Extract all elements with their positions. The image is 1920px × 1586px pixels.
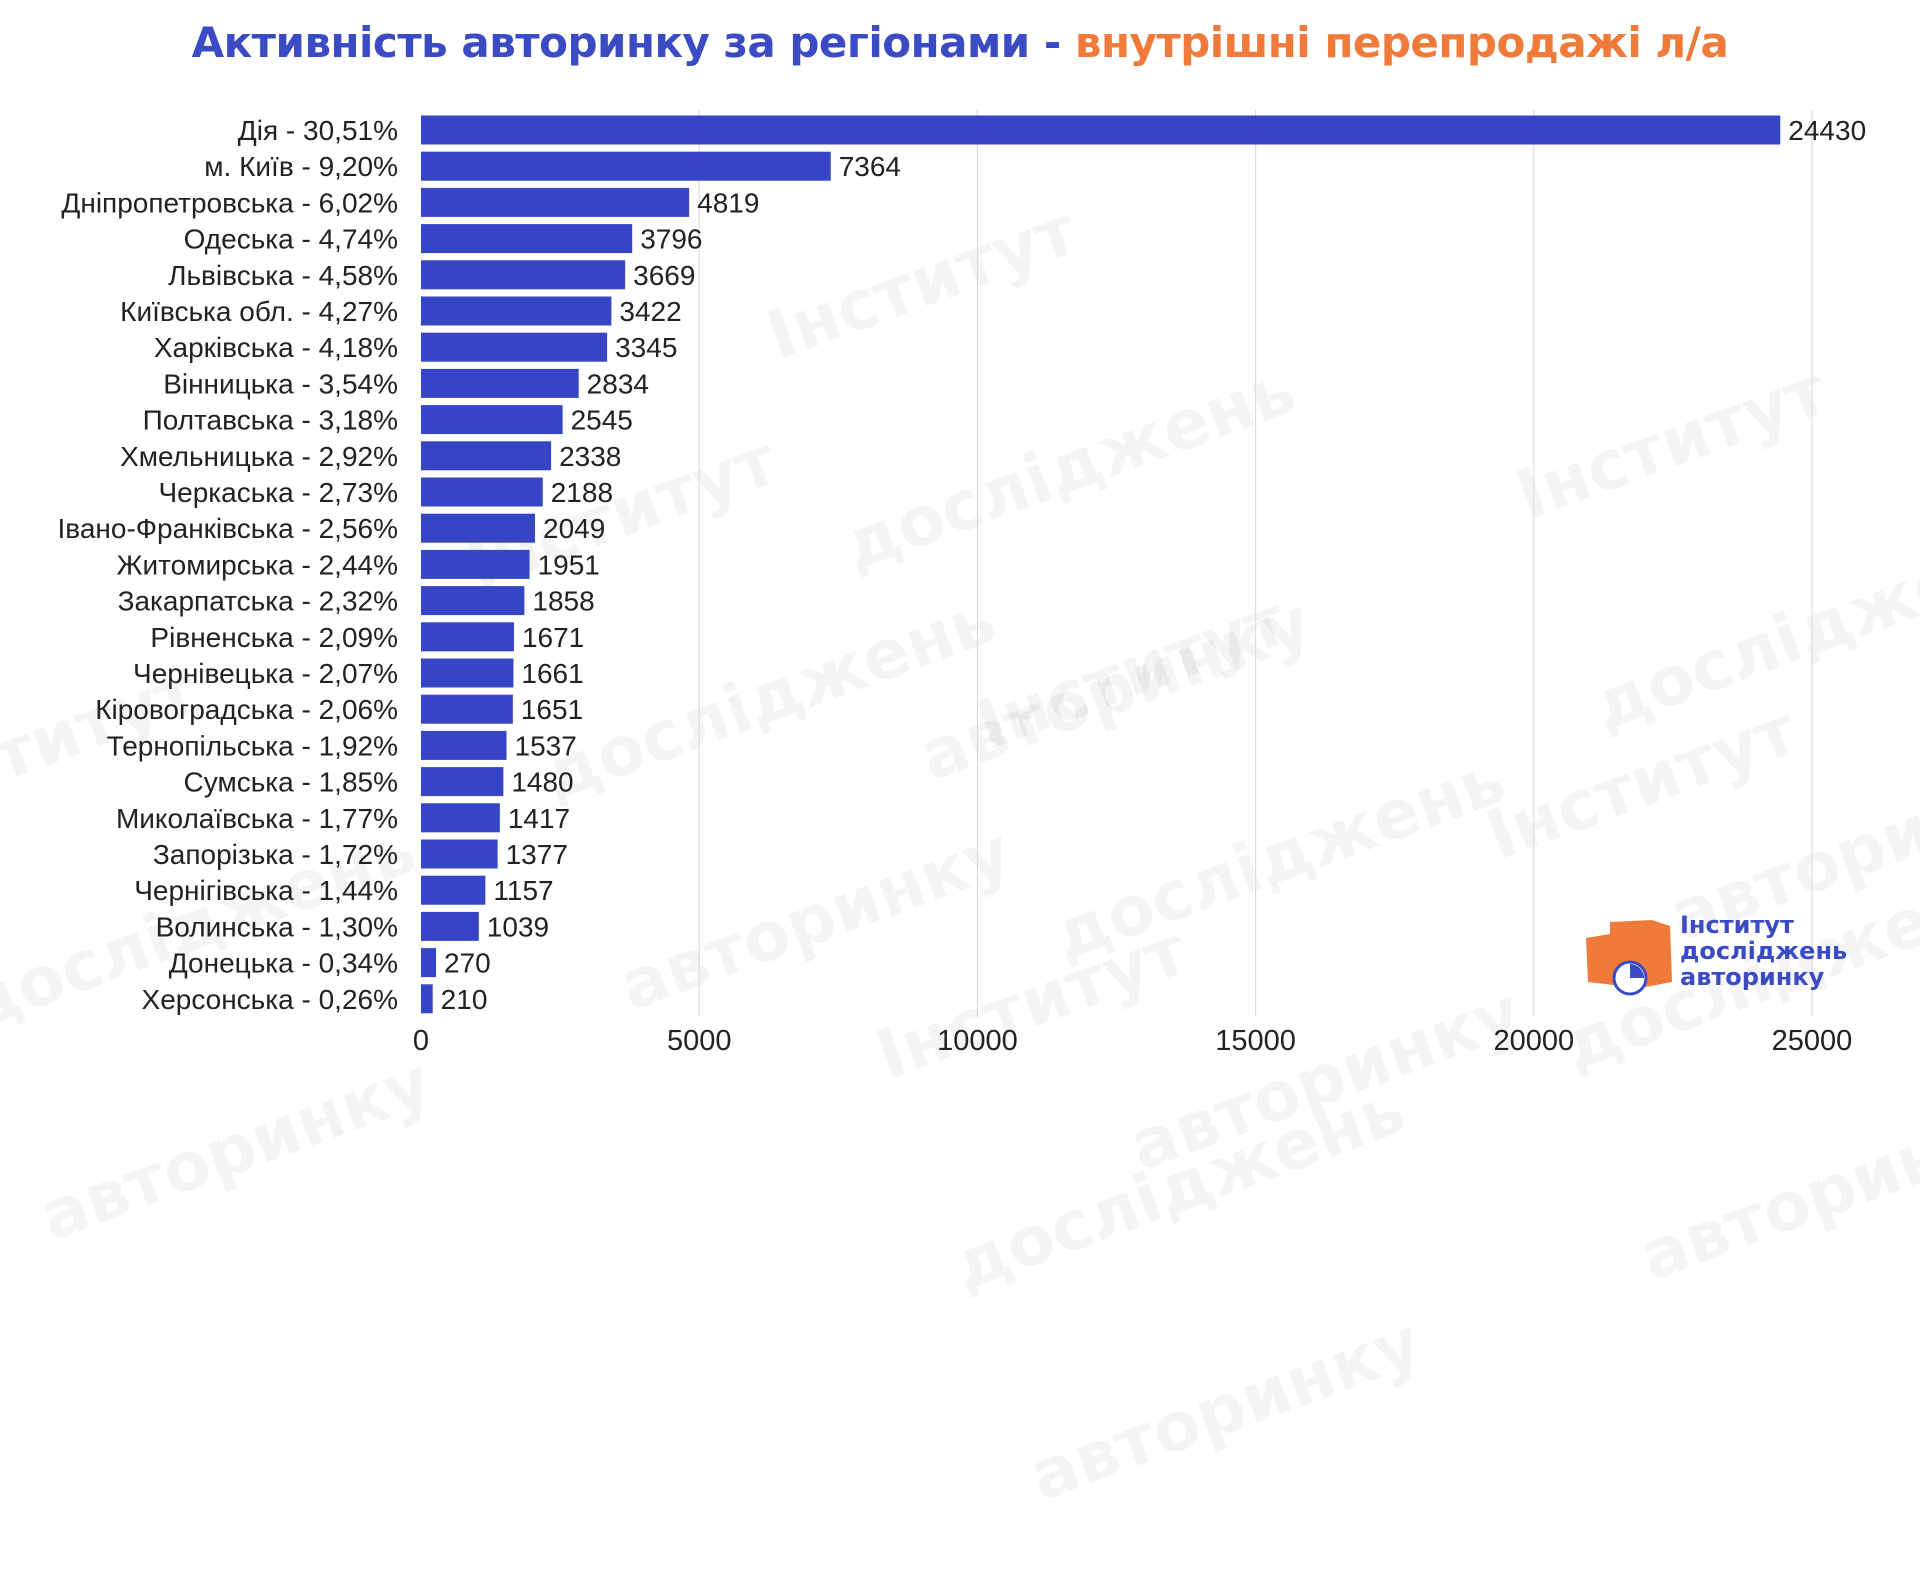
x-tick-label: 25000 (1772, 1025, 1853, 1057)
bar (421, 368, 579, 398)
logo-text: Інститут досліджень авторинку (1680, 912, 1847, 990)
value-label: 1417 (508, 803, 570, 834)
watermark-line: авторинку (1020, 1284, 1492, 1517)
value-labels: 24430 7364 4819 3796 3669 3422 3345 2834 2545 233… (441, 115, 1866, 1015)
category-label: Кіровоградська - 2,06% (95, 694, 398, 725)
bar (421, 875, 486, 905)
value-label: 2834 (587, 368, 649, 399)
bar (421, 694, 513, 724)
category-label: Волинська - 1,30% (156, 911, 398, 942)
category-label: Дія - 30,51% (238, 115, 398, 146)
x-tick-label: 5000 (667, 1025, 732, 1057)
category-label: Донецька - 0,34% (169, 948, 398, 979)
chart-title: Активність авторинку за регіонами - внут… (0, 18, 1920, 67)
x-tick-label: 10000 (937, 1025, 1018, 1057)
value-label: 1661 (521, 658, 583, 689)
bar (421, 586, 525, 616)
value-label: 1377 (506, 839, 568, 870)
x-axis-ticks: 0 5000 10000 15000 20000 25000 (413, 1025, 1852, 1057)
chart-title-main: Активність авторинку за регіонами - (191, 18, 1075, 67)
bar (421, 224, 633, 254)
value-label: 7364 (839, 151, 901, 182)
category-label: Житомирська - 2,44% (117, 549, 398, 580)
category-label: Сумська - 1,85% (184, 767, 398, 798)
bar (421, 622, 514, 652)
grid-lines (698, 110, 1813, 1016)
bar (421, 730, 507, 760)
x-tick-label: 20000 (1493, 1025, 1574, 1057)
category-label: Хмельницька - 2,92% (120, 441, 398, 472)
category-label: Дніпропетровська - 6,02% (61, 187, 398, 218)
bar (421, 187, 690, 217)
bars (421, 115, 1781, 1014)
category-label: Полтавська - 3,18% (143, 405, 398, 436)
value-label: 3345 (615, 332, 677, 363)
bar (421, 767, 504, 797)
category-label: Одеська - 4,74% (184, 224, 398, 255)
category-label: Черкаська - 2,73% (158, 477, 398, 508)
bar (421, 549, 530, 579)
bar (421, 151, 831, 181)
value-label: 1951 (538, 549, 600, 580)
category-label: Запорізька - 1,72% (153, 839, 398, 870)
category-label: Херсонська - 0,26% (142, 984, 398, 1015)
category-label: Тернопільська - 1,92% (107, 730, 398, 761)
category-label: Миколаївська - 1,77% (116, 803, 398, 834)
bar (421, 260, 626, 290)
bar (421, 477, 543, 507)
watermark-line: авторинку (1630, 1064, 1920, 1297)
x-tick-label: 0 (413, 1025, 429, 1057)
value-label: 2188 (551, 477, 613, 508)
category-labels: Дія - 30,51% м. Київ - 9,20% Дніпропетровс… (58, 115, 399, 1015)
category-label: Львівська - 4,58% (168, 260, 398, 291)
value-label: 270 (444, 948, 491, 979)
category-label: Київська обл. - 4,27% (120, 296, 398, 327)
category-label: м. Київ - 9,20% (204, 151, 398, 182)
value-label: 1157 (493, 875, 553, 906)
chart-title-accent: внутрішні перепродажі л/а (1074, 18, 1729, 67)
value-label: 1671 (522, 622, 584, 653)
bar (421, 441, 552, 471)
institute-logo: Інститут досліджень авторинку (1580, 912, 1880, 1012)
value-label: 1039 (487, 911, 549, 942)
x-tick-label: 15000 (1215, 1025, 1296, 1057)
logo-mark-icon (1586, 920, 1672, 996)
bar (421, 658, 514, 688)
value-label: 1480 (511, 767, 573, 798)
category-label: Чернівецька - 2,07% (133, 658, 398, 689)
value-label: 2338 (559, 441, 621, 472)
value-label: 2049 (543, 513, 605, 544)
value-label: 210 (441, 984, 488, 1015)
bar (421, 115, 1781, 145)
category-label: Чернігівська - 1,44% (134, 875, 398, 906)
bar (421, 296, 612, 326)
bar-chart: Дія - 30,51% м. Київ - 9,20% Дніпропетровс… (58, 110, 1866, 1057)
value-label: 2545 (571, 405, 633, 436)
value-label: 24430 (1788, 115, 1866, 146)
bar (421, 513, 536, 543)
bar (421, 839, 498, 869)
value-label: 1858 (532, 586, 594, 617)
value-label: 3669 (633, 260, 695, 291)
category-label: Харківська - 4,18% (154, 332, 398, 363)
bar (421, 405, 563, 435)
bar (421, 803, 500, 833)
value-label: 1537 (515, 730, 577, 761)
value-label: 1651 (521, 694, 583, 725)
bar (421, 332, 608, 362)
value-label: 4819 (697, 187, 759, 218)
category-label: Закарпатська - 2,32% (118, 586, 398, 617)
logo-line-1: Інститут (1680, 911, 1794, 939)
logo-line-3: авторинку (1680, 963, 1825, 991)
value-label: 3422 (619, 296, 681, 327)
logo-line-2: досліджень (1680, 937, 1848, 965)
bar (421, 984, 433, 1014)
category-label: Івано-Франківська - 2,56% (58, 513, 399, 544)
watermark-line: досліджень (943, 1070, 1415, 1306)
category-label: Рівненська - 2,09% (150, 622, 398, 653)
category-label: Вінницька - 3,54% (163, 368, 398, 399)
value-label: 3796 (640, 224, 702, 255)
bar (421, 911, 479, 941)
bar (421, 948, 437, 978)
